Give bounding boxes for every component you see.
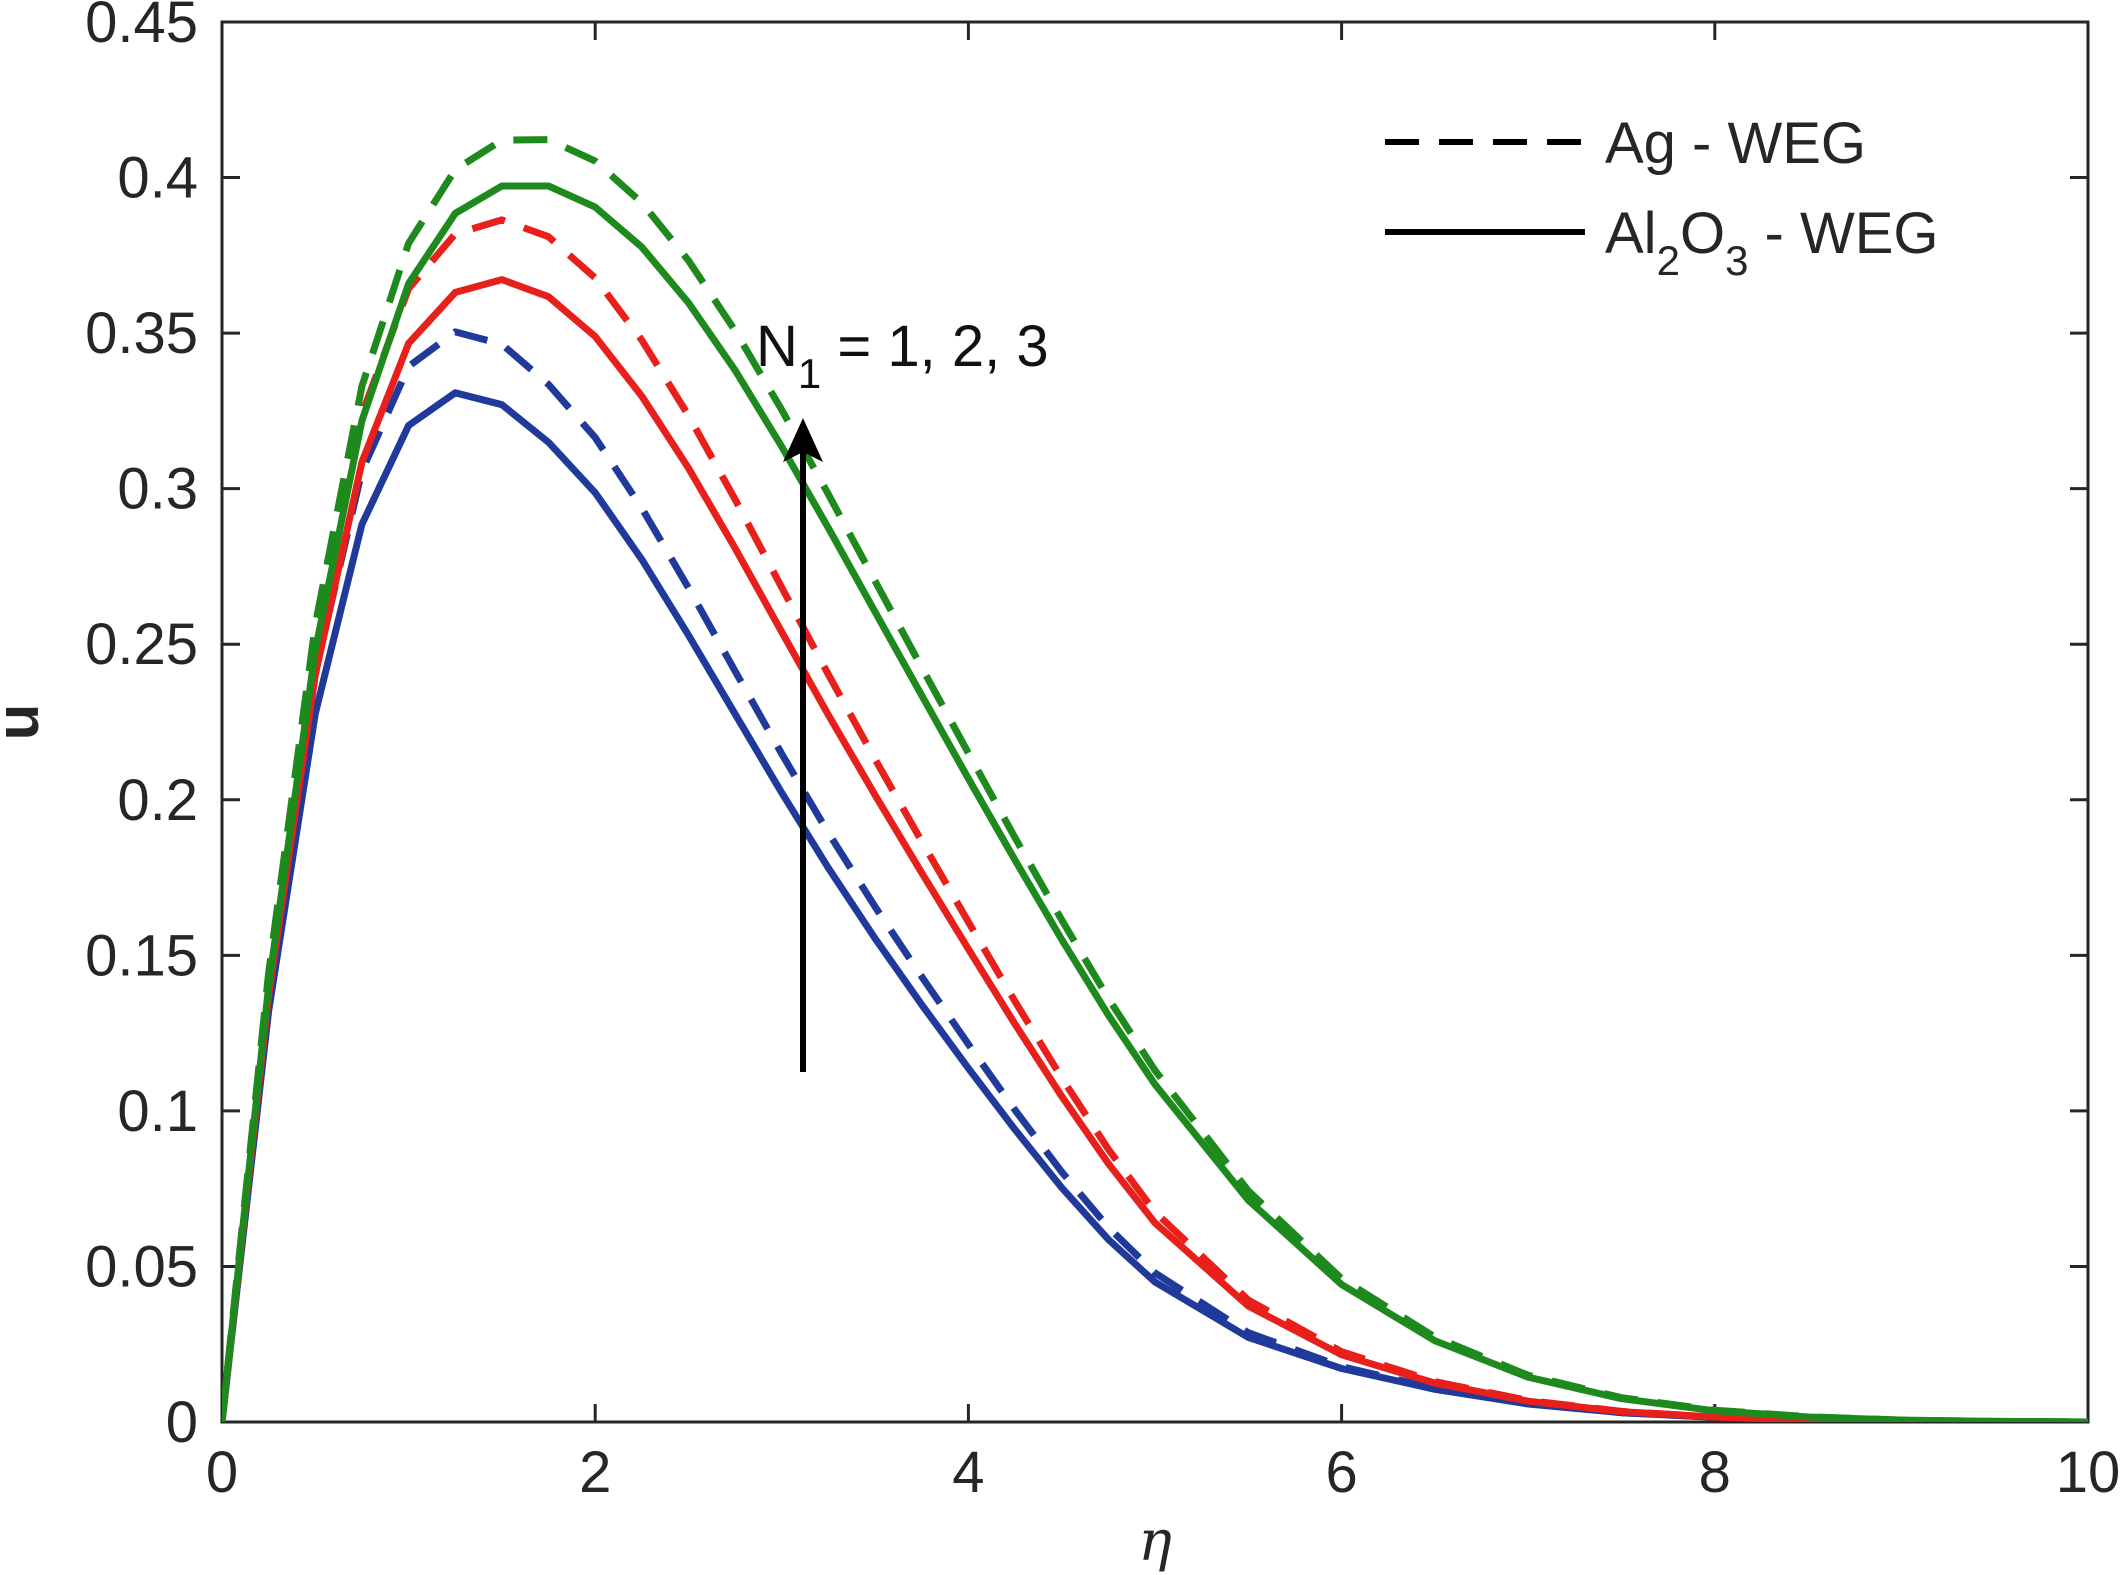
y-tick-label: 0 bbox=[166, 1390, 198, 1455]
x-tick-label: 0 bbox=[206, 1440, 238, 1505]
legend-label-2: Al2O3 - WEG bbox=[1605, 201, 1939, 284]
x-tick-label: 10 bbox=[2056, 1440, 2121, 1505]
x-axis-label: η bbox=[1138, 1509, 1172, 1574]
y-axis-label: u bbox=[0, 704, 51, 741]
x-tick-label: 6 bbox=[1325, 1440, 1357, 1505]
plot-area bbox=[220, 20, 2090, 1424]
annotation-arrow-head bbox=[783, 418, 823, 462]
y-tick-label: 0.3 bbox=[117, 457, 198, 522]
legend-label-1: Ag - WEG bbox=[1605, 111, 1866, 176]
y-tick-label: 0.2 bbox=[117, 768, 198, 833]
annotation-label: N1 = 1, 2, 3 bbox=[756, 314, 1049, 397]
series-line-4 bbox=[222, 276, 2088, 1422]
y-tick-label: 0.4 bbox=[117, 146, 198, 211]
y-tick-label: 0.25 bbox=[85, 612, 198, 677]
y-tick-label: 0.35 bbox=[85, 301, 198, 366]
y-tick-label: 0.1 bbox=[117, 1079, 198, 1144]
x-tick-label: 8 bbox=[1699, 1440, 1731, 1505]
x-tick-label: 4 bbox=[952, 1440, 984, 1505]
series-line-6 bbox=[222, 182, 2088, 1422]
y-tick-label: 0.15 bbox=[85, 923, 198, 988]
y-tick-label: 0.45 bbox=[85, 0, 198, 55]
x-tick-label: 2 bbox=[579, 1440, 611, 1505]
y-tick-label: 0.05 bbox=[85, 1234, 198, 1299]
